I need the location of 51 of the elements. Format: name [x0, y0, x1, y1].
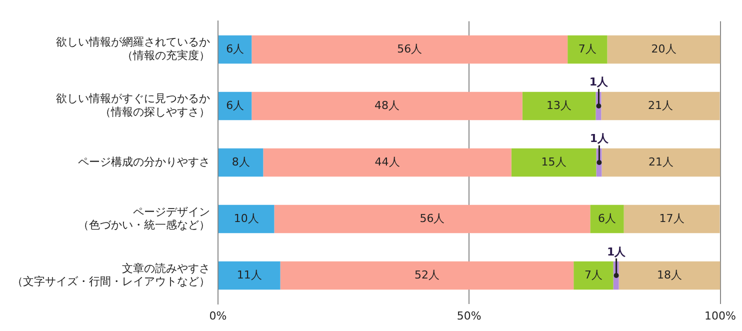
bar: [602, 148, 720, 177]
y-tick-label: ページ構成の分かりやすさ: [78, 155, 210, 168]
bar: [218, 204, 274, 234]
bar: [511, 148, 596, 177]
bar: [218, 35, 252, 64]
annotation: 21人: [648, 155, 674, 168]
bar: [280, 261, 574, 290]
bar: [607, 35, 720, 64]
annotation: 18人: [657, 268, 682, 282]
annotation: 11人: [236, 268, 262, 282]
y-tick-label: ページデザイン（色づかい・統一感など）: [78, 205, 210, 232]
annotation: 6人: [226, 98, 244, 112]
annotation: 17人: [659, 212, 684, 225]
annotation: 1人: [590, 132, 610, 146]
y-tick-label: 欲しい情報がすぐに見つかるか（情報の探しやすさ）: [56, 92, 210, 118]
bar: [218, 148, 264, 177]
annotation: 10人: [234, 212, 259, 225]
bar: [574, 261, 614, 290]
annotation: 56人: [420, 212, 445, 225]
bar: [274, 204, 590, 234]
annotation: 1人: [589, 76, 610, 89]
annotation: 48人: [374, 98, 400, 112]
bar: [252, 92, 522, 120]
y-tick-label: 文章の読みやすさ（文字サイズ・行間・レイアウトなど）: [12, 262, 210, 288]
bar: [618, 261, 720, 290]
annotation: 7人: [578, 42, 596, 56]
bar: [263, 148, 512, 177]
annotation: 8人: [232, 155, 250, 168]
annotation: 13人: [546, 98, 572, 112]
annotation: 6人: [598, 212, 616, 225]
x-tick-label: 0%: [209, 309, 227, 322]
annotation: 15人: [541, 155, 566, 168]
x-tick-label: 100%: [704, 309, 736, 322]
bar: [252, 35, 568, 64]
annotation: 7人: [584, 268, 602, 282]
annotation: 6人: [226, 42, 244, 56]
bar: [590, 204, 624, 234]
bar: [218, 261, 280, 290]
annotation: 21人: [648, 98, 674, 112]
x-tick-label: 50%: [456, 309, 482, 322]
y-tick-label: 欲しい情報が網羅されているか（情報の充実度）: [56, 36, 210, 62]
bar: [601, 92, 720, 120]
annotation: 20人: [651, 42, 676, 56]
bar: [522, 92, 596, 120]
annotation: 44人: [374, 155, 400, 168]
annotation: 56人: [397, 42, 422, 56]
bar: [568, 35, 608, 64]
bar: [218, 92, 252, 120]
bar: [624, 204, 720, 234]
annotation: 1人: [606, 245, 627, 258]
annotation: 52人: [414, 268, 440, 282]
